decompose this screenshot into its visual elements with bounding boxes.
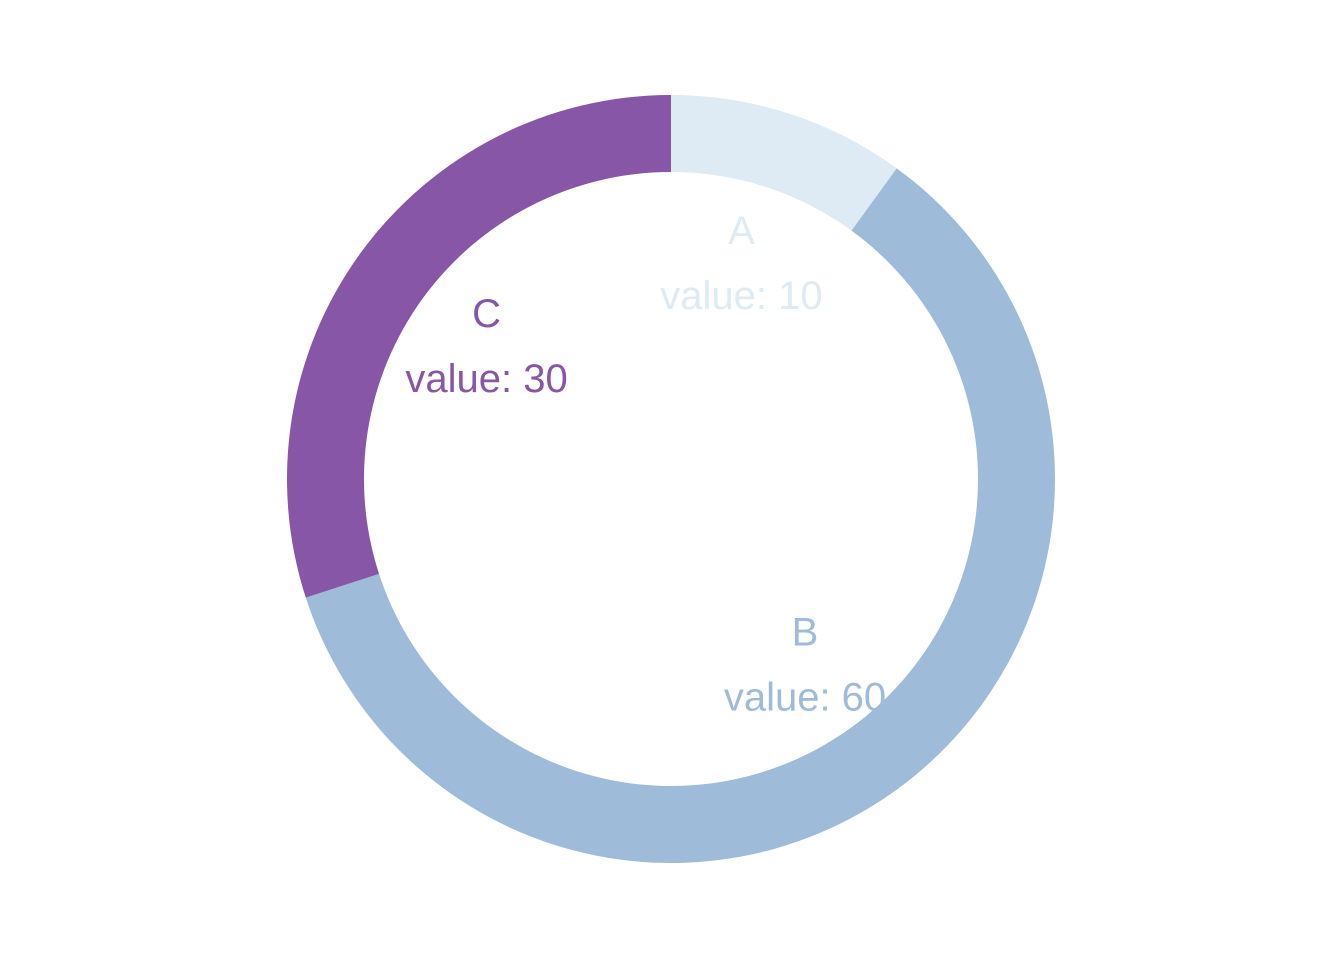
slice-a [671,95,897,231]
slice-value-label-c: value: 30 [405,357,567,401]
donut-slices [287,95,1055,863]
slice-label-c: C [472,292,501,336]
slice-label-b: B [792,610,819,654]
slice-value-label-b: value: 60 [724,675,886,719]
slice-c [287,95,671,598]
slice-label-a: A [728,209,755,253]
slice-value-label-a: value: 10 [660,274,822,318]
